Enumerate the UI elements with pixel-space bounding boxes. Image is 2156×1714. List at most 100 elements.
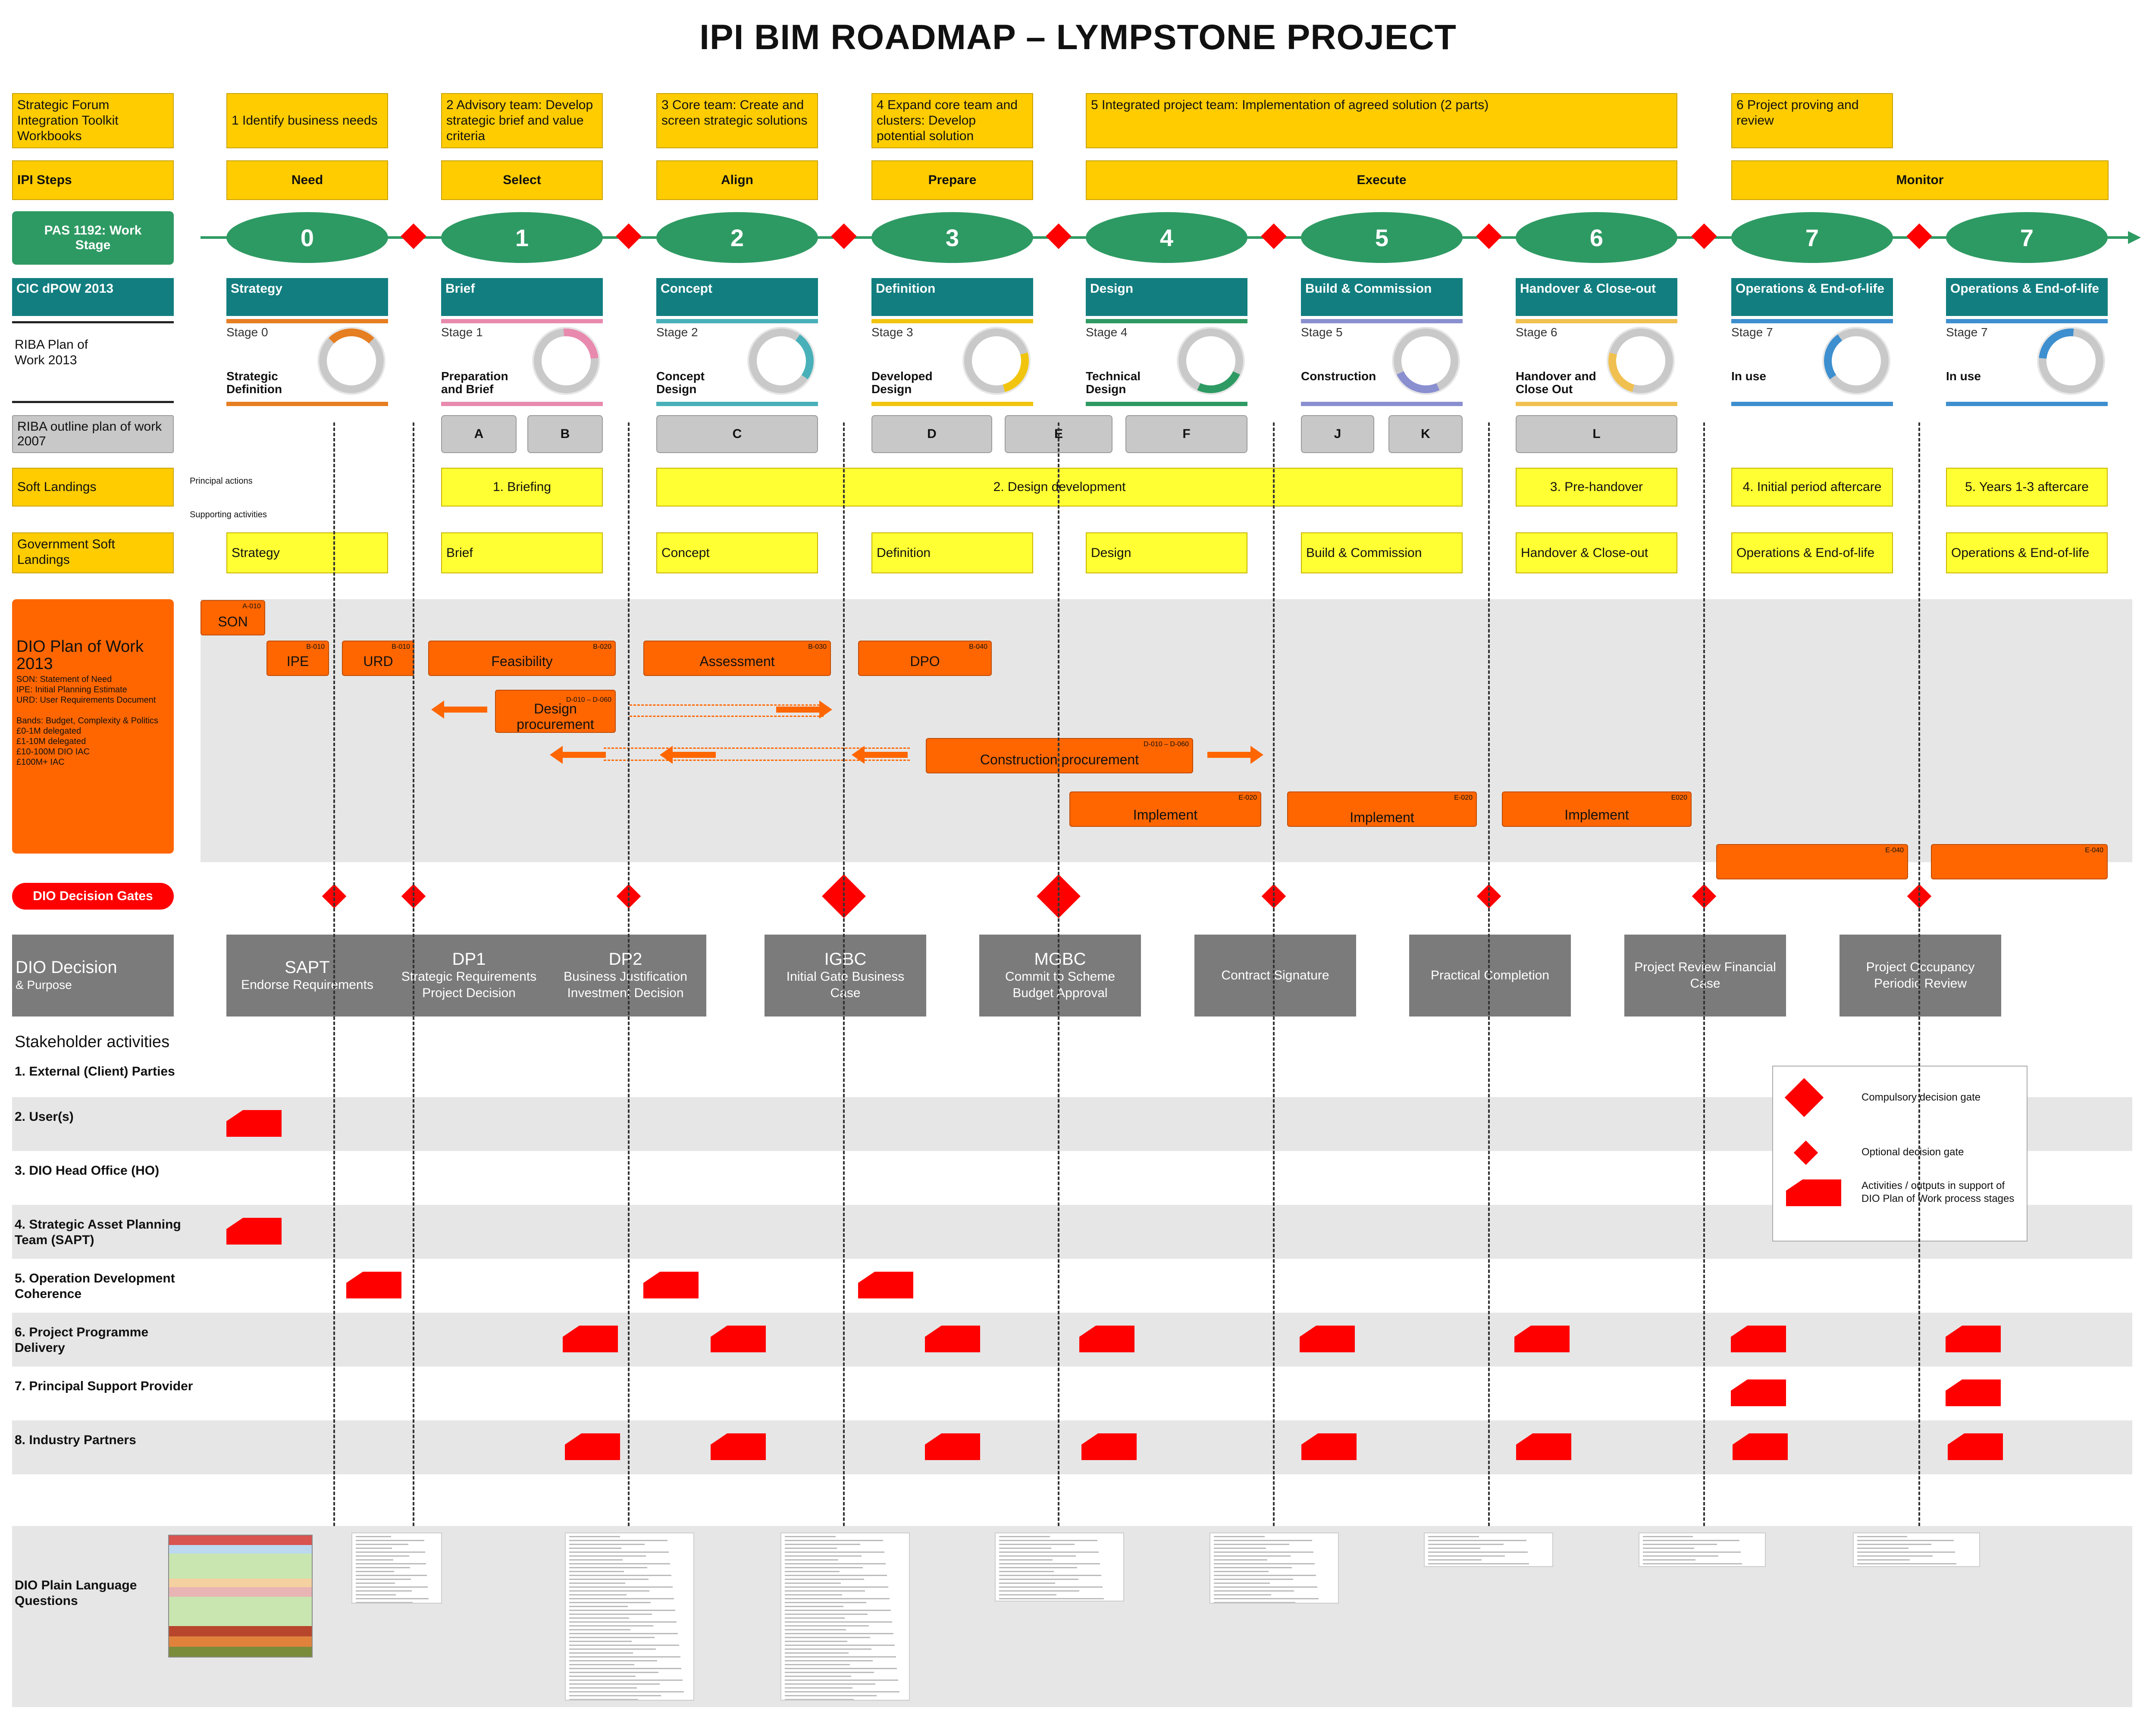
pas-stage-6: 6 [1516, 212, 1677, 263]
riba-stage-name: In use [1946, 369, 1981, 383]
timeline-gate-diamond [1691, 223, 1717, 249]
dio-decision-box: SAPT Endorse Requirements [226, 935, 388, 1017]
row-label-ipi-steps: IPI Steps [12, 160, 174, 200]
decision-gates-label: DIO Decision Gates [12, 883, 174, 910]
row-label-riba-2013: RIBA Plan of Work 2013 [15, 338, 88, 367]
legend-compulsory: Compulsory decision gate [1861, 1092, 1981, 1103]
arrow-shaft [776, 707, 819, 713]
timeline-arrow-icon [2128, 231, 2141, 244]
dio-pow-notes: SON: Statement of Need IPE: Initial Plan… [16, 675, 159, 767]
stakeholder-row-label: 1. External (Client) Parties [15, 1064, 175, 1079]
gate-dashed-line [628, 422, 630, 1526]
stakeholder-row-band [12, 1313, 2132, 1367]
legend-activities: Activities / outputs in support of DIO P… [1861, 1180, 2015, 1204]
dio-item-implement-1: E-020 Implement [1069, 791, 1261, 827]
timeline-gate-diamond [616, 223, 642, 249]
dio-item-e040-a: E-040 [1716, 844, 1908, 879]
gov-soft-brief: Brief [441, 532, 603, 573]
gate-dashed-line [1488, 422, 1490, 1526]
timeline-gate-diamond [1476, 223, 1502, 249]
pas-stage-1: 1 [441, 212, 603, 263]
riba-stage-number: Stage 2 [656, 325, 698, 339]
riba-stage-ring-icon [952, 316, 1041, 405]
ipi-step-align: Align [656, 160, 818, 200]
dio-decision-box: Practical Completion [1409, 935, 1571, 1017]
cic-stage-definition: Definition [871, 278, 1033, 316]
legend-optional: Optional decision gate [1861, 1146, 1964, 1158]
timeline-gate-diamond [401, 223, 426, 249]
arrow-shaft [1207, 752, 1250, 758]
riba-stage-ring-icon [319, 328, 384, 393]
riba-stage-ring-icon [1384, 319, 1468, 403]
dio-item-assessment: B-030 Assessment [643, 641, 831, 676]
stakeholder-row-band [12, 1420, 2132, 1474]
ipi-step-monitor: Monitor [1731, 160, 2109, 200]
soft-landing-pre-handover: 3. Pre-handover [1516, 468, 1677, 507]
arrow-left-icon [660, 746, 673, 764]
gov-soft-operations-b: Operations & End-of-life [1946, 532, 2108, 573]
cic-stage-design: Design [1086, 278, 1247, 316]
row-label-pas: PAS 1192: Work Stage [12, 211, 174, 265]
cic-stage-operations-b: Operations & End-of-life [1946, 278, 2108, 316]
stakeholder-row-label: 7. Principal Support Provider [15, 1379, 193, 1393]
dio-decision-box: DP1 Strategic Requirements Project Decisi… [388, 935, 550, 1017]
riba-2007-l: L [1516, 415, 1677, 453]
plain-language-document [1424, 1533, 1553, 1567]
forum-box-6: 6 Project proving and review [1731, 93, 1893, 148]
forum-box-3: 3 Core team: Create and screen strategic… [656, 93, 818, 148]
riba-stage-number: Stage 7 [1731, 325, 1773, 339]
activity-tab-icon [1786, 1179, 1841, 1206]
dio-item-dpo: B-040 DPO [858, 641, 992, 676]
riba-stage-top-bar [1516, 319, 1677, 323]
stakeholder-row-label: 5. Operation Development Coherence [15, 1271, 175, 1301]
riba-stage-bottom-bar [656, 402, 818, 406]
riba-stage-name: Preparation and Brief [441, 369, 508, 396]
ipi-step-prepare: Prepare [871, 160, 1033, 200]
riba-stage-top-bar [441, 319, 603, 323]
gov-soft-concept: Concept [656, 532, 818, 573]
arrow-left-icon [431, 701, 444, 719]
gate-dashed-line [843, 422, 845, 1526]
stakeholder-row-label: 8. Industry Partners [15, 1433, 136, 1447]
riba-stage-name: Technical Design [1086, 369, 1141, 396]
pas-stage-7b: 7 [1946, 212, 2108, 263]
optional-gate-icon [1793, 1140, 1818, 1165]
row-label-soft-landings: Soft Landings [12, 468, 174, 507]
dio-item-son: A-010 SON [201, 600, 265, 635]
gate-dashed-line [333, 422, 335, 1526]
dio-item-feasibility: B-020 Feasibility [428, 641, 616, 676]
dio-decision-box: DP2 Business Justification Investment Dec… [545, 935, 706, 1017]
soft-landing-design-development: 2. Design development [656, 468, 1463, 507]
gov-soft-strategy: Strategy [226, 532, 388, 573]
plain-language-document [351, 1533, 442, 1604]
dio-decision-box: Contract Signature [1194, 935, 1356, 1017]
dio-decision-label: DIO Decision & Purpose [12, 935, 174, 1017]
dio-decision-box: Project Occupancy Periodic Review [1839, 935, 2001, 1017]
dashed-link [604, 748, 910, 749]
riba-stage-top-bar [226, 319, 388, 323]
gate-dashed-line [1058, 422, 1059, 1526]
riba-stage-name: Strategic Definition [226, 369, 282, 396]
riba-stage-ring-icon [744, 323, 819, 398]
soft-landing-years-aftercare: 5. Years 1-3 aftercare [1946, 468, 2108, 507]
activity-tab-icon [643, 1272, 699, 1298]
principal-actions-label: Principal actions [190, 476, 253, 486]
timeline-gate-diamond [1046, 223, 1072, 249]
dio-item-ipe: B-010 IPE [266, 641, 329, 676]
riba-2007-j: J [1301, 415, 1374, 453]
plain-language-document [565, 1533, 694, 1701]
riba-stage-number: Stage 0 [226, 325, 268, 339]
dashed-link [630, 704, 824, 706]
forum-box-2: 2 Advisory team: Develop strategic brief… [441, 93, 603, 148]
riba-stage-ring-icon [1169, 319, 1253, 403]
row-label-gov-soft: Government Soft Landings [12, 532, 174, 573]
riba-2007-d: D [871, 415, 992, 453]
dio-item-design-procurement: D-010 – D-060 Design procurement [495, 690, 616, 733]
dio-item-construction-procurement: D-010 – D-060 Construction procurement [926, 738, 1193, 773]
plain-language-thumbnail [168, 1535, 313, 1658]
riba-stage-name: Developed Design [871, 369, 933, 396]
ipi-step-select: Select [441, 160, 603, 200]
arrow-shaft [673, 752, 716, 758]
arrow-right-icon [1250, 746, 1263, 764]
gate-dashed-line [1273, 422, 1275, 1526]
